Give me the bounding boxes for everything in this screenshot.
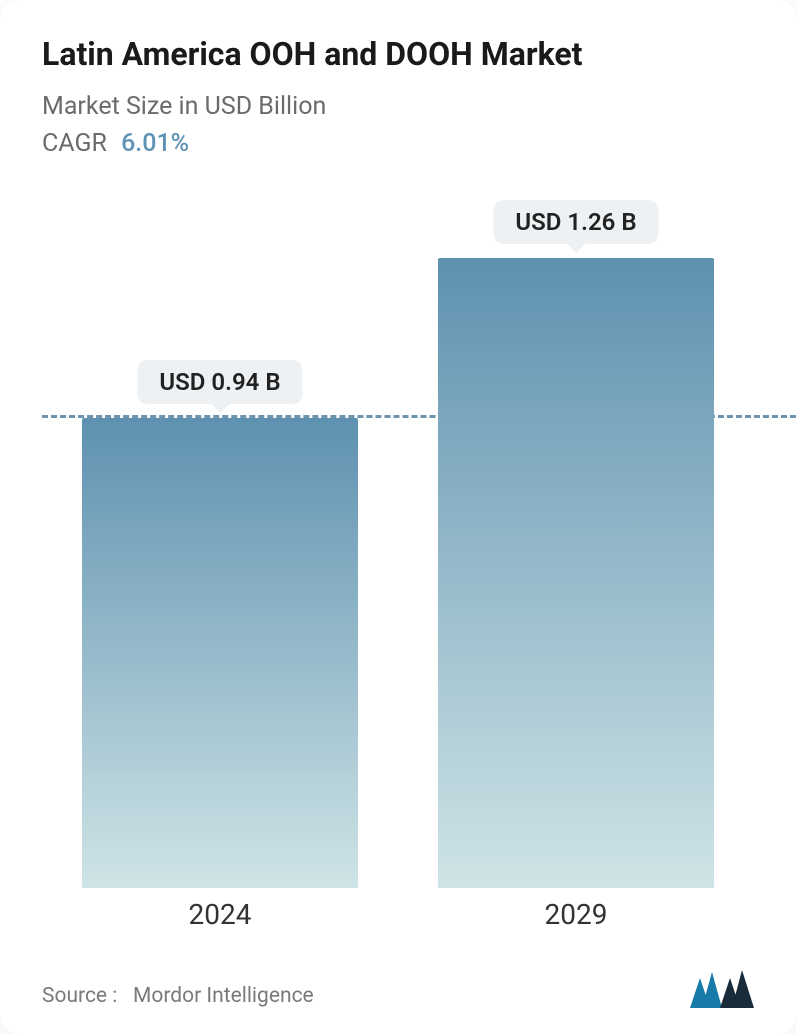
chart-area: USD 0.94 B USD 1.26 B 2024 2029 — [42, 188, 754, 952]
logo-left — [690, 972, 722, 1008]
logo-right — [720, 970, 754, 1008]
source-prefix: Source : — [42, 984, 117, 1008]
bar — [438, 258, 714, 888]
source-name: Mordor Intelligence — [133, 984, 314, 1008]
chart-subtitle: Market Size in USD Billion — [42, 92, 754, 121]
bars-container: USD 0.94 B USD 1.26 B — [42, 188, 754, 888]
chart-title: Latin America OOH and DOOH Market — [42, 34, 754, 74]
value-label: USD 1.26 B — [493, 200, 658, 244]
chart-card: Latin America OOH and DOOH Market Market… — [0, 0, 796, 1034]
plot-area: USD 0.94 B USD 1.26 B — [42, 188, 754, 888]
x-axis-label: 2029 — [419, 888, 732, 931]
cagr-value: 6.01% — [121, 129, 189, 158]
bar-column: USD 0.94 B — [63, 188, 376, 888]
bar — [82, 418, 358, 888]
x-axis: 2024 2029 — [42, 888, 754, 952]
cagr-row: CAGR 6.01% — [42, 129, 754, 158]
cagr-label: CAGR — [42, 129, 107, 158]
x-axis-label: 2024 — [63, 888, 376, 931]
brand-logo-icon — [690, 968, 754, 1008]
footer: Source : Mordor Intelligence — [42, 962, 754, 1008]
source-text: Source : Mordor Intelligence — [42, 984, 314, 1008]
value-label: USD 0.94 B — [137, 360, 302, 404]
bar-column: USD 1.26 B — [419, 188, 732, 888]
